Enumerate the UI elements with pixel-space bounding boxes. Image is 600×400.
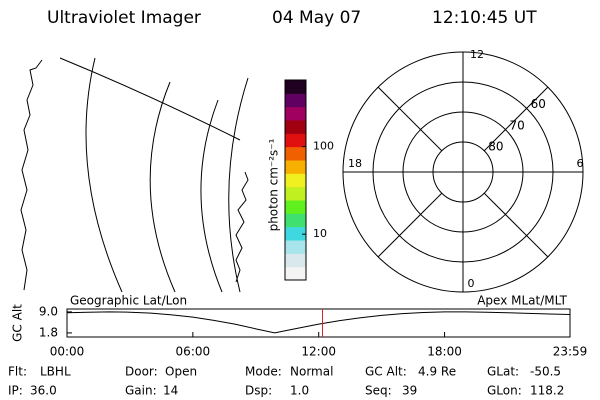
- color-step: [285, 106, 306, 121]
- field-label: IP:: [8, 384, 23, 398]
- colorbar-tick-label: 100: [313, 140, 334, 153]
- field-value: 14: [163, 384, 178, 398]
- lat-label: 60: [531, 97, 546, 111]
- field-value: Normal: [290, 365, 333, 379]
- color-step: [285, 133, 306, 148]
- altitude-line: [66, 311, 571, 334]
- field-label: GLon:: [487, 384, 522, 398]
- y-tick-label: 1.8: [39, 325, 58, 339]
- color-step: [285, 173, 306, 188]
- color-step: [285, 213, 306, 228]
- field-value: LBHL: [40, 365, 71, 379]
- mlt-label: 0: [468, 277, 475, 290]
- field-label: GC Alt:: [365, 365, 407, 379]
- polar-axis: [483, 86, 549, 152]
- field-value: Open: [165, 365, 197, 379]
- colorbar-label: photon cm⁻²s⁻¹: [267, 138, 281, 231]
- color-step: [285, 146, 306, 161]
- colorbar-frame: [284, 79, 307, 281]
- colorbar-tick-label: 10: [313, 227, 327, 240]
- field-value: 4.9 Re: [418, 365, 456, 379]
- polar-axis: [377, 192, 443, 258]
- mlt-label: 18: [348, 157, 362, 170]
- field-label: Door:: [125, 365, 158, 379]
- map: [20, 57, 249, 293]
- x-tick-label: 12:00: [301, 345, 336, 359]
- map-line: [228, 77, 249, 293]
- map-line: [85, 57, 123, 293]
- field-label: Seq:: [365, 384, 392, 398]
- lat-label: 80: [488, 140, 503, 154]
- field-value: 118.2: [530, 384, 564, 398]
- field-label: GLat:: [487, 365, 519, 379]
- color-step: [285, 80, 306, 94]
- polar-axis: [483, 192, 549, 258]
- title: Ultraviolet Imager: [47, 8, 201, 28]
- x-tick-label: 23:59: [553, 345, 588, 359]
- y-axis-label: GC Alt: [11, 304, 25, 342]
- colorbar: 10 100: [284, 79, 334, 281]
- field-value: -50.5: [530, 365, 561, 379]
- field-value: 39: [402, 384, 417, 398]
- mlt-label: 12: [470, 48, 484, 61]
- mlt-label: 6: [577, 157, 584, 170]
- x-tick-label: 06:00: [176, 345, 211, 359]
- map-line: [149, 81, 176, 293]
- x-tick-label: 00:00: [50, 345, 85, 359]
- field-label: Gain:: [125, 384, 157, 398]
- time: 12:10:45 UT: [432, 8, 537, 28]
- field-label: Mode:: [245, 365, 282, 379]
- field-label: Dsp:: [245, 384, 272, 398]
- polar-ring: [432, 141, 494, 203]
- field-label: Flt:: [8, 365, 27, 379]
- y-tick-label: 9.0: [39, 304, 58, 318]
- footer: Flt: LBHL Door: Open Mode: Normal GC Alt: 4.9 R…: [8, 365, 564, 398]
- right-label: Apex MLat/MLT: [477, 294, 567, 308]
- color-step: [285, 226, 306, 241]
- color-step: [285, 120, 306, 134]
- map-line: [59, 57, 241, 141]
- field-value: 36.0: [30, 384, 57, 398]
- altitude-chart: [66, 308, 571, 338]
- color-step: [285, 186, 306, 201]
- x-tick-label: 18:00: [427, 345, 462, 359]
- map-line: [200, 99, 223, 293]
- left-label: Geographic Lat/Lon: [70, 294, 187, 308]
- polar-axis: [377, 86, 443, 152]
- date: 04 May 07: [272, 8, 361, 28]
- color-step: [285, 240, 306, 254]
- color-step: [285, 200, 306, 214]
- color-step: [285, 266, 306, 281]
- color-step: [285, 93, 306, 108]
- coastline: [20, 59, 43, 291]
- polar-ring: [402, 111, 524, 233]
- coastline: [235, 171, 249, 283]
- color-step: [285, 253, 306, 268]
- polar-ring: [372, 81, 554, 263]
- color-step: [285, 160, 306, 174]
- field-value: 1.0: [290, 384, 309, 398]
- lat-label: 70: [509, 118, 524, 132]
